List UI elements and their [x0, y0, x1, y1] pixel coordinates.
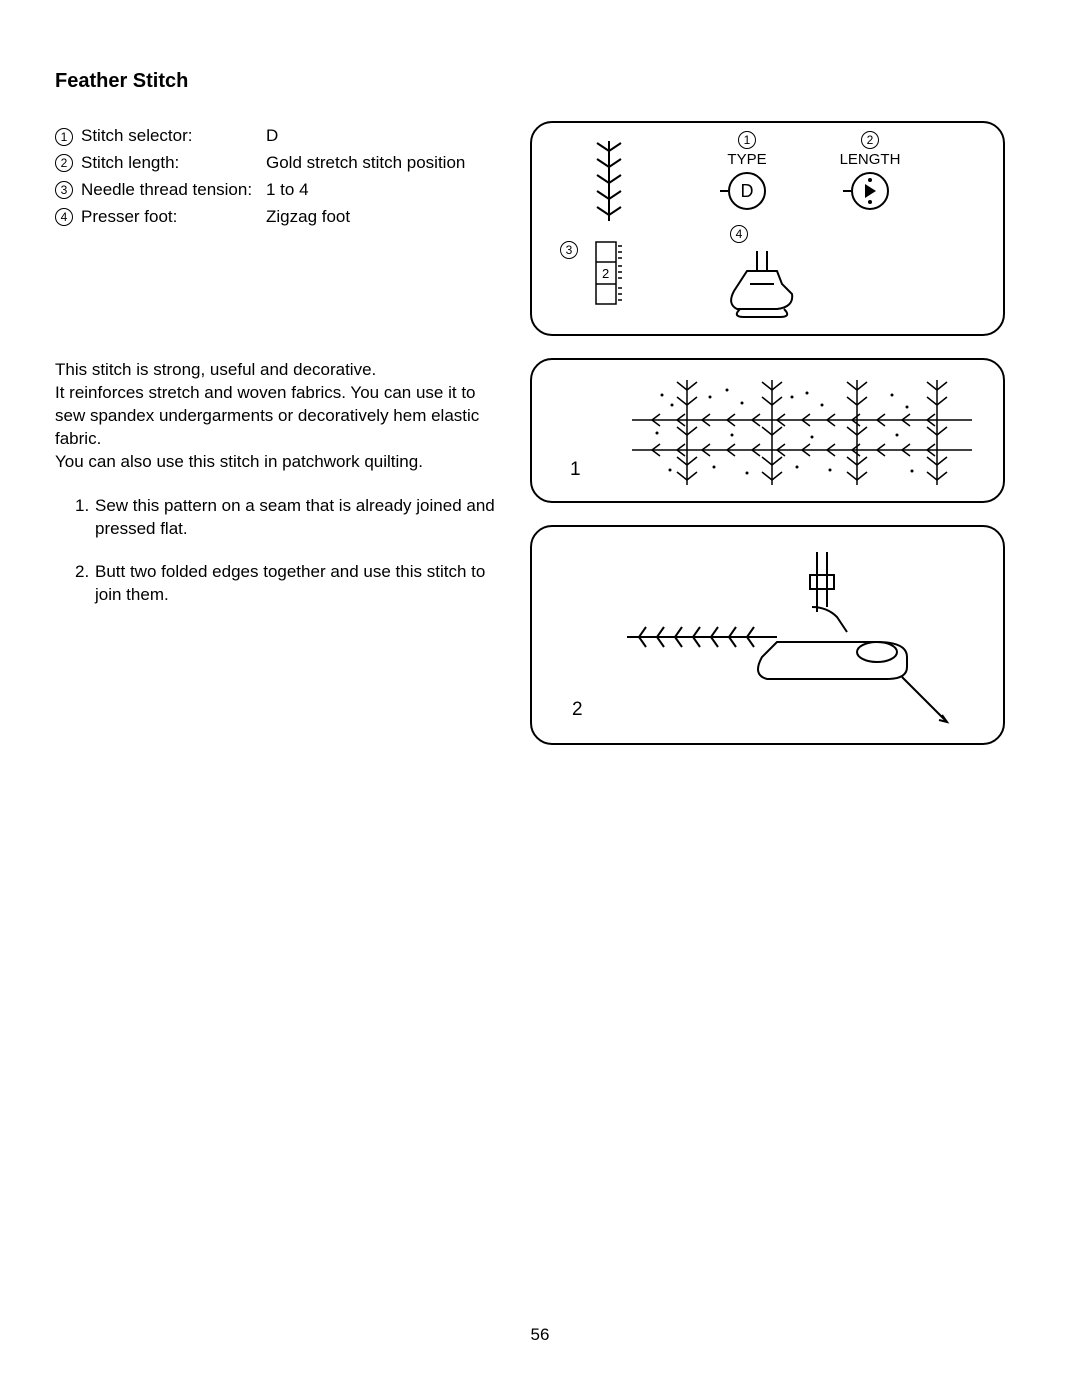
description-line: This stitch is strong, useful and decora… [55, 359, 510, 382]
circled-number: 1 [55, 128, 73, 146]
step-item: 2. Butt two folded edges together and us… [75, 561, 510, 607]
length-dial-group: 2 LENGTH [830, 131, 910, 210]
setting-row: 3 Needle thread tension: 1 to 4 [55, 179, 510, 202]
setting-label: Stitch length: [81, 152, 266, 175]
figure-label: 1 [570, 459, 581, 481]
page-number: 56 [0, 1325, 1080, 1345]
feather-stitch-icon [594, 141, 624, 221]
type-dial-value: D [741, 181, 754, 202]
circled-number: 3 [55, 181, 73, 199]
setting-value: Zigzag foot [266, 206, 510, 229]
play-triangle-icon [865, 184, 876, 198]
type-label: TYPE [707, 151, 787, 168]
setting-label: Presser foot: [81, 206, 266, 229]
quilting-example-panel: 1 [530, 358, 1005, 503]
setting-label: Needle thread tension: [81, 179, 266, 202]
step-text: Butt two folded edges together and use t… [95, 561, 510, 607]
page-title: Feather Stitch [55, 70, 1025, 93]
butt-seam-panel: 2 [530, 525, 1005, 745]
tension-value: 2 [602, 266, 609, 281]
description-line: You can also use this stitch in patchwor… [55, 451, 510, 474]
circled-number: 3 [560, 241, 578, 259]
step-number: 1. [75, 495, 95, 541]
length-label: LENGTH [830, 151, 910, 168]
quilting-stitch-icon [632, 375, 972, 490]
setting-row: 4 Presser foot: Zigzag foot [55, 206, 510, 229]
settings-list: 1 Stitch selector: D 2 Stitch length: Go… [55, 125, 510, 229]
butt-seam-icon [627, 547, 957, 727]
setting-value: Gold stretch stitch position [266, 152, 510, 175]
circled-number: 4 [55, 208, 73, 226]
type-dial-group: 1 TYPE D [707, 131, 787, 210]
step-number: 2. [75, 561, 95, 607]
circled-number: 2 [861, 131, 879, 149]
description-line: It reinforces stretch and woven fabrics.… [55, 382, 510, 451]
setting-value: D [266, 125, 510, 148]
step-text: Sew this pattern on a seam that is alrea… [95, 495, 510, 541]
type-dial: D [728, 172, 766, 210]
right-column: 1 TYPE D 2 LENGTH 3 4 [530, 121, 1005, 745]
step-item: 1. Sew this pattern on a seam that is al… [75, 495, 510, 541]
circled-number: 1 [738, 131, 756, 149]
description: This stitch is strong, useful and decora… [55, 359, 510, 607]
settings-diagram-panel: 1 TYPE D 2 LENGTH 3 4 [530, 121, 1005, 336]
setting-label: Stitch selector: [81, 125, 266, 148]
circled-number: 4 [730, 225, 748, 243]
length-dial [851, 172, 889, 210]
setting-row: 2 Stitch length: Gold stretch stitch pos… [55, 152, 510, 175]
setting-row: 1 Stitch selector: D [55, 125, 510, 148]
presser-foot-icon [722, 249, 802, 319]
left-column: 1 Stitch selector: D 2 Stitch length: Go… [55, 121, 510, 745]
tension-dial-icon: 2 [590, 240, 630, 310]
setting-value: 1 to 4 [266, 179, 510, 202]
figure-label: 2 [572, 699, 583, 721]
steps-list: 1. Sew this pattern on a seam that is al… [55, 495, 510, 607]
circled-number: 2 [55, 154, 73, 172]
